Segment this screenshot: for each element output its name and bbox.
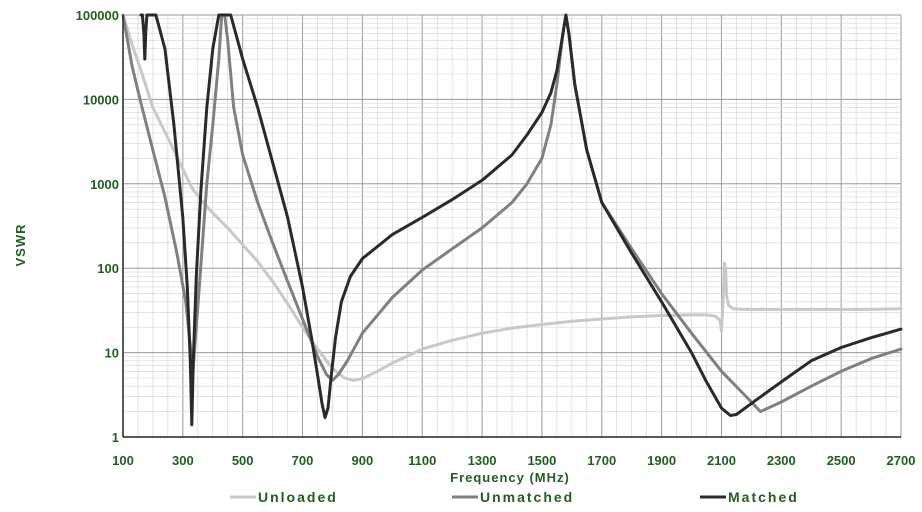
x-tick-label: 1900 [647,453,676,468]
series-lines [121,13,903,427]
legend: Unloaded Unmatched Matched [230,489,799,505]
series-line-matched [139,13,903,427]
x-tick-label: 1500 [527,453,556,468]
x-tick-labels: 100 300 500 700 900 1100 1300 1500 1700 1900 2100 2… [112,453,915,468]
x-tick-label: 2300 [767,453,796,468]
legend-label-unmatched: Unmatched [480,489,574,505]
x-tick-label: 900 [352,453,374,468]
y-tick-label: 1 [112,430,119,445]
y-tick-label: 100000 [76,8,119,23]
legend-label-unloaded: Unloaded [258,489,338,505]
y-tick-label: 10000 [83,92,119,107]
series-line-unloaded [121,13,903,382]
x-tick-label: 1700 [587,453,616,468]
x-tick-label: 300 [172,453,194,468]
x-tick-label: 2700 [887,453,916,468]
x-tick-label: 500 [232,453,254,468]
grid-lines [122,14,902,438]
x-tick-label: 1300 [468,453,497,468]
y-tick-labels: 1 10 100 1000 10000 100000 [76,8,119,445]
y-tick-label: 10 [105,346,119,361]
x-tick-label: 2100 [707,453,736,468]
x-tick-label: 700 [292,453,314,468]
legend-label-matched: Matched [728,489,799,505]
y-axis-title: VSWR [13,224,28,267]
x-tick-label: 2500 [827,453,856,468]
y-tick-label: 1000 [90,177,119,192]
x-tick-label: 100 [112,453,134,468]
x-axis-title: Frequency (MHz) [450,470,570,485]
x-tick-label: 1100 [408,453,436,468]
axis-frame [122,15,901,438]
y-tick-label: 100 [97,261,119,276]
